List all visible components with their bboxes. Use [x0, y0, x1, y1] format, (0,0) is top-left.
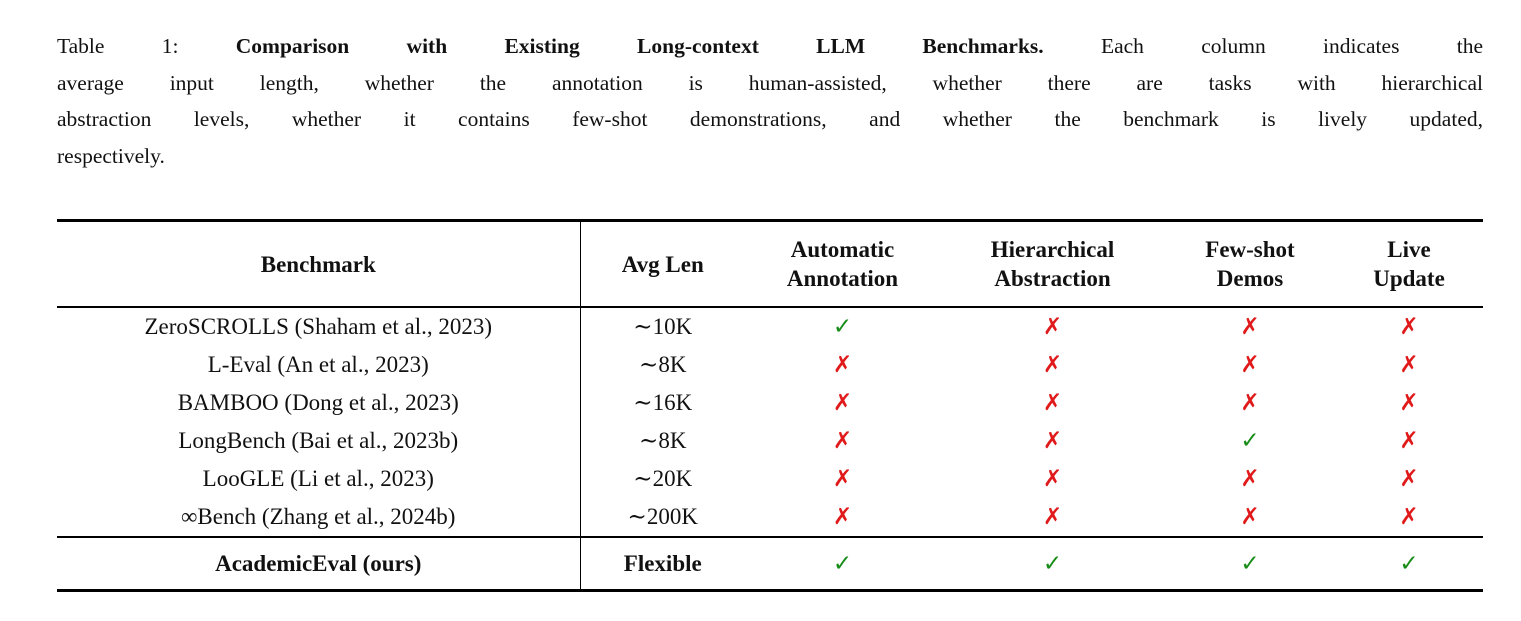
- header-line: Annotation: [786, 266, 899, 291]
- footer-row-academiceval: AcademicEval (ours) Flexible ✓ ✓ ✓ ✓: [57, 536, 1483, 591]
- cross-icon: ✗: [1042, 466, 1063, 492]
- table-row: ∞Bench (Zhang et al., 2024b) ∼200K ✗ ✗ ✗…: [57, 498, 1483, 537]
- cross-icon: ✗: [1399, 314, 1419, 340]
- header-line: Update: [1373, 266, 1445, 291]
- table-caption: Table 1: Comparison with Existing Long-c…: [57, 28, 1483, 174]
- benchmark-name: ZeroSCROLLS (Shaham et al., 2023): [57, 307, 581, 346]
- cross-icon: ✗: [1042, 428, 1063, 454]
- cross-icon: ✗: [832, 390, 853, 416]
- avg-len-value: ∼200K: [627, 504, 698, 529]
- cross-icon: ✗: [832, 466, 853, 492]
- check-icon: ✓: [832, 550, 853, 577]
- benchmark-comparison-table: Benchmark Avg Len Automatic Annotation Hi…: [57, 219, 1483, 592]
- caption-line-4: respectively.: [57, 143, 165, 168]
- cross-icon: ✗: [1042, 314, 1063, 340]
- col-header-automatic-annotation: Automatic Annotation: [745, 220, 940, 308]
- col-header-benchmark: Benchmark: [57, 220, 581, 308]
- cross-icon: ✗: [1042, 352, 1063, 378]
- col-header-live-update: Live Update: [1335, 220, 1483, 308]
- avg-len-value: ∼20K: [633, 466, 693, 491]
- caption-line-1: Table 1: Comparison with Existing Long-c…: [57, 28, 1483, 65]
- caption-line-2: average input length, whether the annota…: [57, 70, 1483, 95]
- caption-label: Table 1:: [57, 34, 179, 58]
- cross-icon: ✗: [1399, 428, 1419, 454]
- cross-icon: ✗: [832, 428, 853, 454]
- check-icon: ✓: [1399, 550, 1419, 577]
- header-line: Automatic: [790, 237, 895, 262]
- benchmark-name: ∞Bench (Zhang et al., 2024b): [57, 498, 581, 537]
- header-line: Abstraction: [994, 266, 1111, 291]
- col-header-hierarchical-abstraction: Hierarchical Abstraction: [940, 220, 1165, 308]
- cross-icon: ✗: [832, 352, 853, 378]
- benchmark-name: AcademicEval (ours): [57, 536, 581, 591]
- header-line: Demos: [1216, 266, 1284, 291]
- caption-line-3: abstraction levels, whether it contains …: [57, 107, 1483, 131]
- benchmark-name: LooGLE (Li et al., 2023): [57, 460, 581, 498]
- header-line: Few-shot: [1205, 237, 1295, 262]
- cross-icon: ✗: [1042, 504, 1063, 530]
- table-row: ZeroSCROLLS (Shaham et al., 2023) ∼10K ✓…: [57, 307, 1483, 346]
- col-header-avg-len: Avg Len: [580, 220, 745, 308]
- cross-icon: ✗: [1399, 390, 1419, 416]
- avg-len-value: ∼10K: [633, 314, 693, 339]
- cross-icon: ✗: [1399, 352, 1419, 378]
- caption-text-1: Each column indicates the: [1100, 34, 1483, 58]
- avg-len-value: ∼8K: [639, 428, 687, 453]
- header-line: Hierarchical: [990, 237, 1115, 262]
- cross-icon: ✗: [1240, 352, 1260, 378]
- check-icon: ✓: [1042, 550, 1063, 577]
- check-icon: ✓: [1240, 428, 1260, 454]
- table-row: BAMBOO (Dong et al., 2023) ∼16K ✗ ✗ ✗ ✗: [57, 384, 1483, 422]
- cross-icon: ✗: [1240, 504, 1260, 530]
- avg-len-value: Flexible: [580, 536, 745, 591]
- table-row: LongBench (Bai et al., 2023b) ∼8K ✗ ✗ ✓ …: [57, 422, 1483, 460]
- cross-icon: ✗: [1042, 390, 1063, 416]
- check-icon: ✓: [1240, 550, 1260, 577]
- benchmark-name: L-Eval (An et al., 2023): [57, 346, 581, 384]
- avg-len-value: ∼8K: [639, 352, 687, 377]
- cross-icon: ✗: [1240, 390, 1260, 416]
- table-row: LooGLE (Li et al., 2023) ∼20K ✗ ✗ ✗ ✗: [57, 460, 1483, 498]
- header-line: Live: [1387, 237, 1431, 262]
- cross-icon: ✗: [1240, 314, 1260, 340]
- check-icon: ✓: [832, 314, 853, 340]
- cross-icon: ✗: [832, 504, 853, 530]
- benchmark-name: LongBench (Bai et al., 2023b): [57, 422, 581, 460]
- header-row: Benchmark Avg Len Automatic Annotation Hi…: [57, 220, 1483, 308]
- col-header-few-shot-demos: Few-shot Demos: [1165, 220, 1335, 308]
- caption-title: Comparison with Existing Long-context LL…: [235, 34, 1044, 58]
- avg-len-value: ∼16K: [633, 390, 693, 415]
- cross-icon: ✗: [1240, 466, 1260, 492]
- table-row: L-Eval (An et al., 2023) ∼8K ✗ ✗ ✗ ✗: [57, 346, 1483, 384]
- cross-icon: ✗: [1399, 504, 1419, 530]
- benchmark-name: BAMBOO (Dong et al., 2023): [57, 384, 581, 422]
- cross-icon: ✗: [1399, 466, 1419, 492]
- paper-page: Table 1: Comparison with Existing Long-c…: [57, 28, 1483, 592]
